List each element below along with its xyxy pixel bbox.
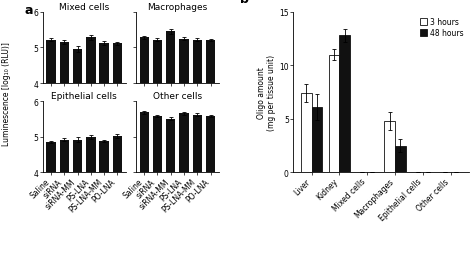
Bar: [153, 117, 162, 254]
Text: a: a: [24, 4, 33, 17]
Bar: [339, 36, 350, 173]
Bar: [139, 113, 149, 254]
Bar: [73, 50, 82, 226]
Text: Luminescence [log₁₀ (RLU)]: Luminescence [log₁₀ (RLU)]: [2, 42, 11, 146]
Bar: [46, 40, 56, 226]
Bar: [86, 137, 95, 254]
Legend: 3 hours, 48 hours: 3 hours, 48 hours: [418, 17, 465, 39]
Bar: [113, 44, 122, 226]
Title: Macrophages: Macrophages: [147, 3, 208, 12]
Bar: [179, 114, 189, 254]
Bar: [100, 44, 109, 226]
Bar: [206, 117, 215, 254]
Bar: [329, 55, 339, 173]
Bar: [166, 32, 175, 254]
Bar: [100, 141, 109, 254]
Bar: [73, 140, 82, 254]
Bar: [113, 136, 122, 254]
Bar: [86, 38, 95, 226]
Bar: [60, 43, 69, 226]
Bar: [139, 38, 149, 254]
Y-axis label: Oligo amount
(mg per tissue unit): Oligo amount (mg per tissue unit): [257, 55, 276, 131]
Bar: [166, 119, 175, 254]
Bar: [301, 94, 311, 173]
Bar: [206, 40, 215, 254]
Bar: [192, 115, 202, 254]
Bar: [192, 40, 202, 254]
Bar: [395, 146, 406, 173]
Bar: [384, 121, 395, 173]
Title: Mixed cells: Mixed cells: [59, 3, 109, 12]
Bar: [311, 108, 322, 173]
Title: Other cells: Other cells: [153, 92, 202, 101]
Bar: [179, 39, 189, 254]
Text: b: b: [240, 0, 249, 6]
Bar: [153, 40, 162, 254]
Title: Epithelial cells: Epithelial cells: [51, 92, 117, 101]
Bar: [46, 142, 56, 254]
Bar: [60, 140, 69, 254]
